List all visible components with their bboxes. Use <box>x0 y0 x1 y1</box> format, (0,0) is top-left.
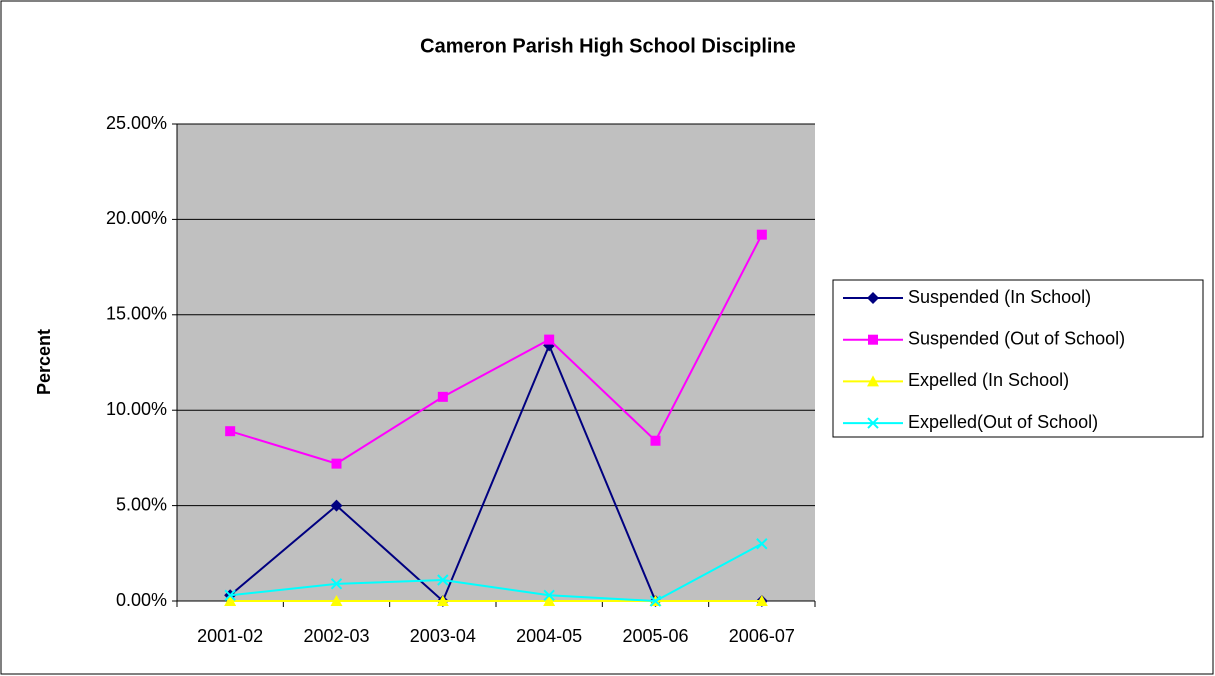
legend-marker <box>867 375 879 387</box>
y-tick-label: 20.00% <box>106 208 167 228</box>
legend-marker <box>867 292 879 304</box>
data-point <box>436 595 449 606</box>
data-point <box>224 595 237 606</box>
plot-area <box>177 124 815 601</box>
legend-label: Suspended (Out of School) <box>908 328 1125 348</box>
data-point <box>649 595 662 607</box>
data-point <box>437 574 449 586</box>
chart-title: Cameron Parish High School Discipline <box>420 35 796 57</box>
y-tick-label: 25.00% <box>106 113 167 133</box>
y-tick-label: 15.00% <box>106 304 167 324</box>
data-point <box>543 589 555 601</box>
x-tick-label: 2006-07 <box>729 626 795 646</box>
x-tick-label: 2001-02 <box>197 626 263 646</box>
data-point <box>756 229 767 240</box>
x-tick-label: 2002-03 <box>303 626 369 646</box>
data-point <box>330 595 343 606</box>
data-point <box>650 435 661 446</box>
data-point <box>544 334 555 345</box>
data-point <box>331 458 342 469</box>
legend <box>832 279 1204 438</box>
data-point <box>543 595 556 606</box>
y-tick-label: 10.00% <box>106 399 167 419</box>
legend-label: Suspended (In School) <box>908 287 1091 307</box>
y-axis-label: Percent <box>34 329 54 395</box>
data-point <box>756 538 768 550</box>
legend-marker <box>868 334 878 345</box>
x-tick-label: 2003-04 <box>410 626 476 646</box>
y-tick-label: 5.00% <box>116 494 167 514</box>
legend-label: Expelled(Out of School) <box>908 412 1098 432</box>
x-tick-label: 2004-05 <box>516 626 582 646</box>
series-line <box>229 234 763 465</box>
data-point <box>330 578 343 590</box>
data-point <box>437 391 448 402</box>
series-line <box>230 542 763 603</box>
data-point <box>224 589 236 601</box>
data-point <box>225 426 236 437</box>
x-tick-label: 2005-06 <box>622 626 688 646</box>
y-tick-label: 0.00% <box>116 590 167 610</box>
data-point <box>330 499 343 512</box>
data-point <box>755 595 768 606</box>
legend-marker <box>867 417 879 429</box>
legend-label: Expelled (In School) <box>908 370 1069 390</box>
